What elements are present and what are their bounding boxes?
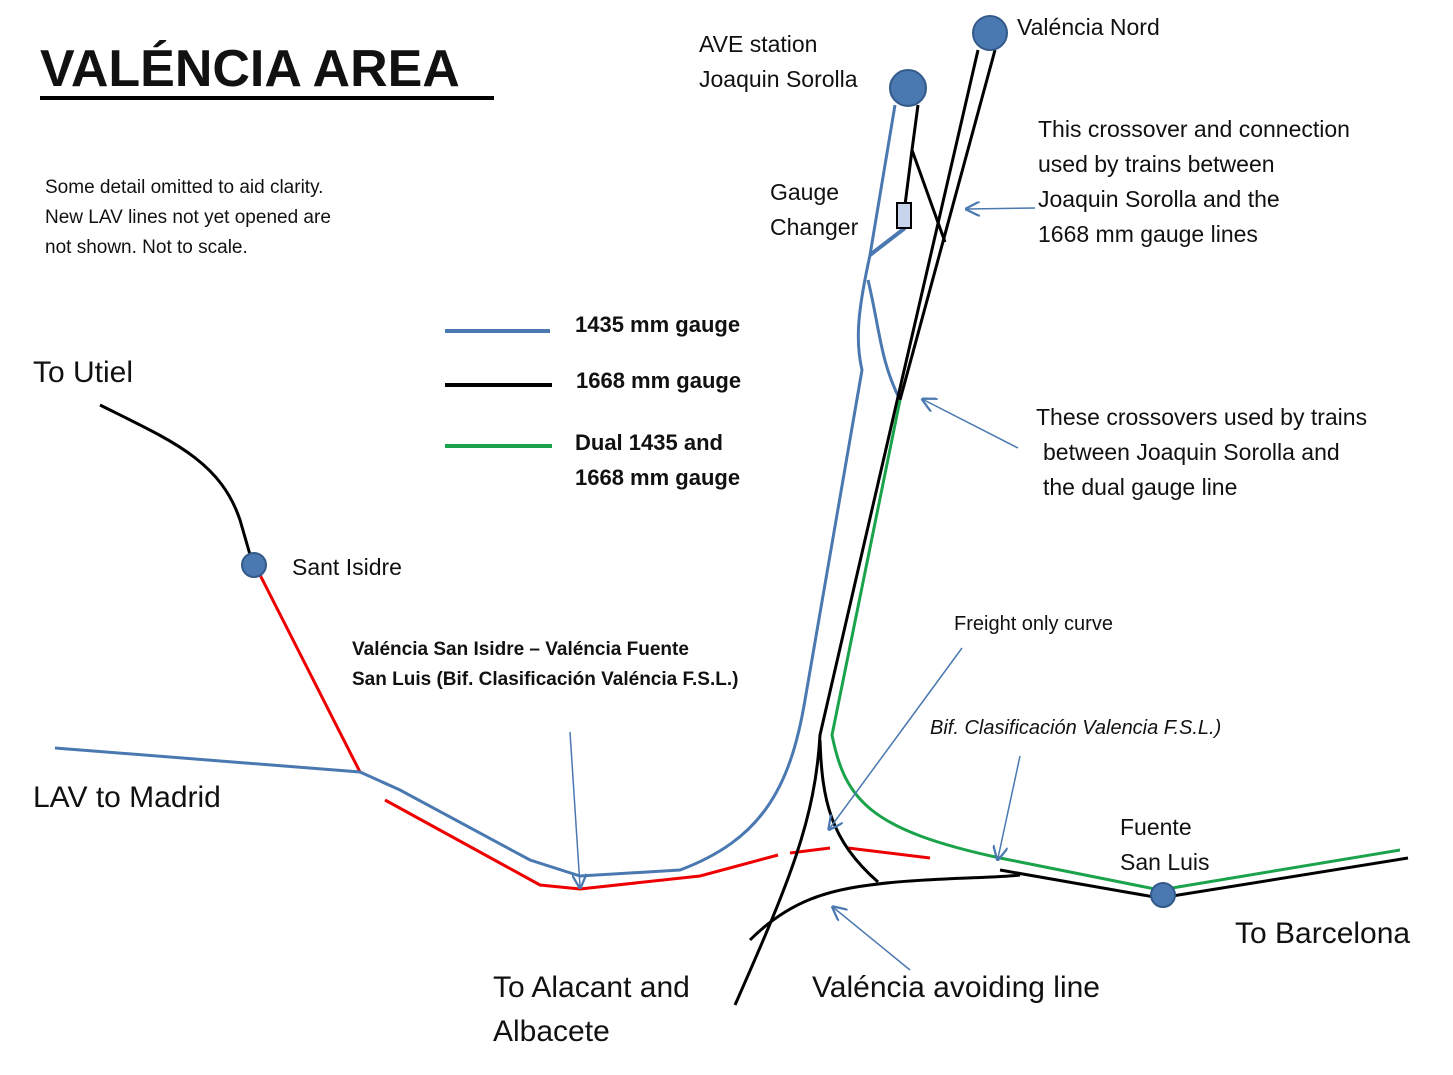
label: Gauge [770, 179, 839, 205]
note: New LAV lines not yet opened are [45, 207, 331, 228]
legend-label: 1668 mm gauge [575, 465, 740, 490]
station-label: Valéncia Nord [1017, 14, 1160, 40]
note: This crossover and connection [1038, 116, 1350, 142]
legend-label: 1435 mm gauge [575, 312, 740, 337]
label: LAV to Madrid [33, 781, 221, 814]
label: To Utiel [33, 356, 133, 389]
arrows [569, 208, 1036, 971]
note: Some detail omitted to aid clarity. [45, 177, 323, 198]
note: used by trains between [1038, 151, 1275, 177]
station-label: Fuente [1120, 814, 1192, 840]
label: To Alacant and [493, 971, 690, 1004]
label: Freight only curve [954, 613, 1113, 635]
note: not shown. Not to scale. [45, 237, 248, 258]
label: Valéncia avoiding line [812, 971, 1100, 1004]
legend-label: 1668 mm gauge [576, 368, 741, 393]
note: 1668 mm gauge lines [1038, 221, 1258, 247]
stations [241, 15, 1176, 908]
note: Joaquin Sorolla and the [1038, 186, 1280, 212]
note: between Joaquin Sorolla and [1043, 439, 1340, 465]
note: These crossovers used by trains [1036, 404, 1367, 430]
note: San Luis (Bif. Clasificación Valéncia F.… [352, 669, 738, 690]
station-label: Sant Isidre [292, 554, 402, 580]
label: Changer [770, 214, 859, 240]
station-label: Joaquin Sorolla [699, 66, 858, 92]
station-label: San Luis [1120, 849, 1210, 875]
legend-label: Dual 1435 and [575, 430, 723, 455]
label: To Barcelona [1235, 917, 1410, 950]
note: the dual gauge line [1043, 474, 1237, 500]
station-label: AVE station [699, 31, 817, 57]
label: Bif. Clasificación Valencia F.S.L.) [930, 717, 1221, 739]
gauge-changer [896, 202, 912, 229]
title: VALÉNCIA AREA [40, 40, 460, 98]
label: Albacete [493, 1015, 610, 1048]
note: Valéncia San Isidre – Valéncia Fuente [352, 639, 689, 660]
